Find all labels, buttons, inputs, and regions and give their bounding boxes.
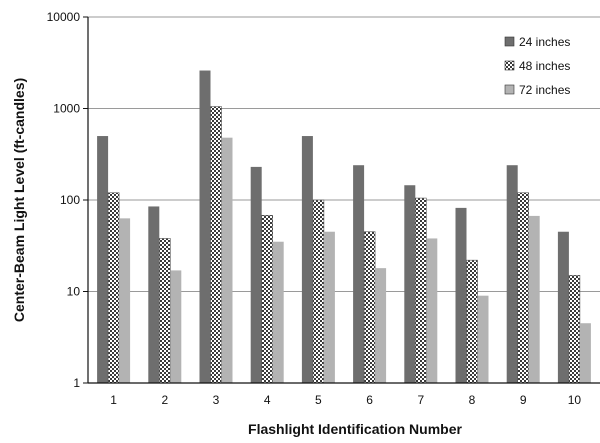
bar: [557, 231, 569, 383]
x-tick-label: 10: [568, 393, 582, 407]
bar: [353, 165, 365, 383]
bar: [506, 165, 518, 383]
y-tick-label: 10: [67, 285, 81, 299]
bar: [170, 270, 182, 383]
legend-swatch: [504, 36, 515, 47]
y-tick-label: 1: [73, 376, 80, 390]
y-axis-title: Center-Beam Light Level (ft-candles): [11, 78, 27, 322]
bar: [375, 268, 387, 383]
bar: [477, 295, 489, 383]
legend-swatch: [504, 84, 515, 95]
bar: [250, 166, 262, 383]
y-tick-label: 10000: [47, 10, 81, 24]
x-tick-label: 8: [469, 393, 476, 407]
bar: [568, 275, 581, 384]
x-axis-title: Flashlight Identification Number: [248, 421, 462, 437]
bars-layer: [97, 70, 591, 384]
bar: [312, 199, 325, 384]
bar: [363, 231, 376, 384]
legend-label: 72 inches: [519, 83, 570, 97]
bar: [579, 323, 591, 383]
labels-layer: 1 10 100 1000 10000 1 2 3 4 5 6 7 8 9 10: [47, 10, 582, 407]
x-tick-label: 5: [315, 393, 322, 407]
bar: [466, 259, 478, 384]
y-tick-label: 100: [60, 193, 80, 207]
legend-label: 48 inches: [519, 59, 570, 73]
bar: [404, 185, 416, 383]
bar: [414, 197, 427, 384]
bar: [517, 192, 530, 384]
x-tick-label: 4: [264, 393, 271, 407]
bar: [323, 231, 335, 383]
y-tick-label: 1000: [53, 102, 80, 116]
bar: [221, 137, 233, 383]
bar: [261, 215, 274, 384]
x-tick-label: 6: [366, 393, 373, 407]
bar: [107, 192, 120, 384]
x-tick-label: 1: [110, 393, 117, 407]
bar: [159, 238, 171, 384]
legend-swatch: [504, 60, 515, 71]
bar: [301, 136, 313, 383]
x-tick-label: 3: [213, 393, 220, 407]
legend: 24 inches 48 inches 72 inches: [504, 35, 570, 97]
axes-layer: [83, 16, 600, 384]
x-tick-label: 9: [520, 393, 527, 407]
x-tick-label: 7: [417, 393, 424, 407]
bar: [210, 106, 222, 384]
bar: [199, 70, 211, 383]
bar: [148, 206, 160, 383]
bar: [272, 241, 284, 383]
bar: [455, 207, 467, 383]
x-tick-label: 2: [161, 393, 168, 407]
legend-label: 24 inches: [519, 35, 570, 49]
bar: [426, 238, 438, 383]
bar: [119, 218, 131, 383]
bar: [528, 215, 540, 383]
bar: [97, 136, 109, 383]
